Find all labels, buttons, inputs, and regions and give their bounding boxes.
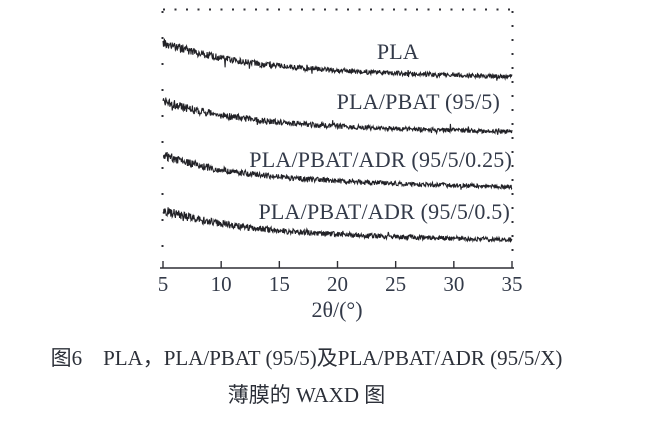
- curve-label-pla-pbat-adr-025: PLA/PBAT/ADR (95/5/0.25): [249, 147, 512, 172]
- curve-label-pla-pbat-adr-05: PLA/PBAT/ADR (95/5/0.5): [258, 199, 510, 224]
- figure-caption: 图6 PLA，PLA/PBAT (95/5)及PLA/PBAT/ADR (95/…: [0, 340, 613, 414]
- x-tick-label: 35: [501, 272, 523, 296]
- curve-label-pla-pbat: PLA/PBAT (95/5): [336, 89, 500, 114]
- x-tick-label: 5: [157, 272, 169, 296]
- waxd-trace-0: [162, 38, 513, 81]
- waxd-trace-3: [162, 207, 513, 243]
- x-tick-label: 20: [327, 272, 348, 296]
- x-tick-label: 10: [210, 272, 232, 296]
- caption-line-1: 图6 PLA，PLA/PBAT (95/5)及PLA/PBAT/ADR (95/…: [50, 346, 563, 370]
- x-tick-label: 25: [385, 272, 407, 296]
- x-tick-label: 15: [268, 272, 290, 296]
- caption-line-2: 薄膜的 WAXD 图: [227, 383, 386, 407]
- x-tick-label: 30: [443, 272, 465, 296]
- x-axis-title: 2θ/(°): [311, 297, 363, 322]
- waxd-chart: PLA PLA/PBAT (95/5) PLA/PBAT/ADR (95/5/0…: [157, 8, 523, 322]
- curve-label-pla: PLA: [376, 39, 419, 64]
- chart-canvas: [160, 8, 514, 269]
- waxd-trace-1: [162, 97, 513, 136]
- waxd-trace-2: [162, 151, 513, 191]
